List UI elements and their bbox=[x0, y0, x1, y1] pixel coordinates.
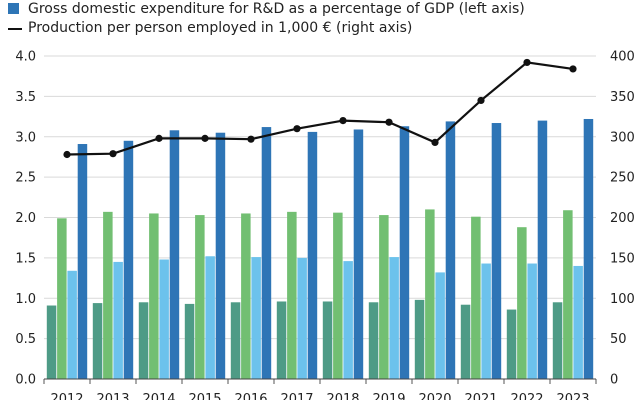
y-left-tick-label: 0.5 bbox=[15, 332, 36, 347]
y-left-tick-label: 1.0 bbox=[15, 292, 36, 307]
bar bbox=[491, 123, 502, 380]
production-point bbox=[63, 150, 71, 159]
production-point bbox=[339, 117, 347, 125]
bar bbox=[445, 121, 456, 379]
bar bbox=[322, 301, 333, 379]
production-point bbox=[201, 134, 209, 142]
bar bbox=[506, 309, 517, 379]
x-tick-label: 2020 bbox=[418, 392, 451, 400]
production-point bbox=[155, 134, 163, 142]
y-right-tick-label: 0 bbox=[610, 373, 618, 388]
bar bbox=[399, 126, 410, 379]
bar bbox=[195, 215, 205, 379]
bar bbox=[77, 144, 88, 379]
bar bbox=[205, 256, 215, 379]
y-right-tick-label: 250 bbox=[610, 171, 635, 186]
production-point bbox=[385, 118, 393, 126]
y-left-tick-label: 1.5 bbox=[15, 251, 36, 266]
bar bbox=[57, 218, 67, 379]
bar bbox=[215, 132, 226, 379]
bar bbox=[149, 213, 159, 379]
bar bbox=[307, 131, 318, 379]
bar bbox=[527, 263, 537, 379]
bar bbox=[573, 265, 583, 379]
y-right-tick-label: 350 bbox=[610, 90, 635, 105]
x-tick-label: 2013 bbox=[96, 392, 129, 400]
legend-label-production: Production per person employed in 1,000 … bbox=[28, 20, 413, 36]
production-point bbox=[569, 65, 577, 73]
x-tick-label: 2023 bbox=[556, 392, 589, 400]
bar bbox=[368, 302, 379, 379]
bar bbox=[481, 263, 491, 379]
bar bbox=[389, 257, 399, 379]
y-left-tick-label: 3.5 bbox=[15, 90, 36, 105]
x-tick-label: 2014 bbox=[142, 392, 175, 400]
bar bbox=[46, 305, 57, 379]
bar bbox=[276, 301, 287, 379]
y-left-tick-label: 3.0 bbox=[15, 130, 36, 145]
bar bbox=[159, 259, 169, 379]
bar bbox=[138, 302, 149, 379]
y-right-tick-label: 400 bbox=[610, 50, 635, 65]
production-point bbox=[431, 138, 439, 147]
x-tick-label: 2021 bbox=[464, 392, 497, 400]
bar bbox=[552, 302, 563, 379]
legend-swatch-line bbox=[8, 28, 22, 30]
bar bbox=[460, 304, 471, 379]
production-point bbox=[523, 58, 531, 67]
production-point bbox=[293, 125, 301, 133]
production-point bbox=[109, 150, 117, 158]
bar bbox=[353, 129, 364, 379]
bar bbox=[251, 257, 261, 379]
bar bbox=[425, 209, 435, 379]
bar bbox=[343, 261, 353, 379]
y-left-tick-label: 4.0 bbox=[15, 50, 36, 65]
x-tick-label: 2019 bbox=[372, 392, 405, 400]
x-tick-label: 2022 bbox=[510, 392, 543, 400]
bar bbox=[414, 299, 425, 379]
bar bbox=[123, 140, 134, 379]
y-left-tick-label: 0.0 bbox=[15, 373, 36, 388]
x-tick-label: 2012 bbox=[50, 392, 83, 400]
y-left-tick-label: 2.0 bbox=[15, 211, 36, 226]
bar bbox=[241, 213, 251, 379]
production-point bbox=[477, 96, 485, 105]
legend-swatch-bar bbox=[8, 3, 19, 14]
bar bbox=[169, 130, 180, 379]
y-right-tick-label: 150 bbox=[610, 251, 635, 266]
bar bbox=[563, 210, 573, 379]
bar bbox=[537, 120, 548, 379]
bar bbox=[67, 270, 77, 379]
bar bbox=[261, 127, 272, 379]
x-tick-label: 2015 bbox=[188, 392, 221, 400]
bar bbox=[517, 227, 527, 379]
x-tick-label: 2017 bbox=[280, 392, 313, 400]
bar bbox=[333, 212, 343, 379]
x-tick-label: 2016 bbox=[234, 392, 267, 400]
bar bbox=[435, 272, 445, 379]
bar bbox=[92, 303, 103, 379]
bar bbox=[287, 211, 297, 379]
y-right-tick-label: 100 bbox=[610, 292, 635, 307]
bar bbox=[103, 211, 113, 379]
y-right-tick-label: 200 bbox=[610, 211, 635, 226]
y-right-tick-label: 300 bbox=[610, 130, 635, 145]
bar bbox=[184, 303, 195, 379]
bar bbox=[113, 261, 123, 379]
legend-item-rd-expenditure: Gross domestic expenditure for R&D as a … bbox=[8, 0, 628, 19]
bar bbox=[297, 257, 307, 379]
bar bbox=[471, 216, 481, 379]
x-tick-label: 2018 bbox=[326, 392, 359, 400]
bar bbox=[379, 215, 389, 379]
bar bbox=[230, 302, 241, 379]
production-line bbox=[66, 61, 574, 156]
y-right-tick-label: 50 bbox=[610, 332, 627, 347]
legend-label-rd: Gross domestic expenditure for R&D as a … bbox=[28, 1, 525, 17]
bar bbox=[583, 118, 594, 380]
legend-item-production: Production per person employed in 1,000 … bbox=[8, 19, 628, 38]
production-point bbox=[247, 135, 255, 143]
y-left-tick-label: 2.5 bbox=[15, 171, 36, 186]
legend: Gross domestic expenditure for R&D as a … bbox=[8, 0, 628, 38]
